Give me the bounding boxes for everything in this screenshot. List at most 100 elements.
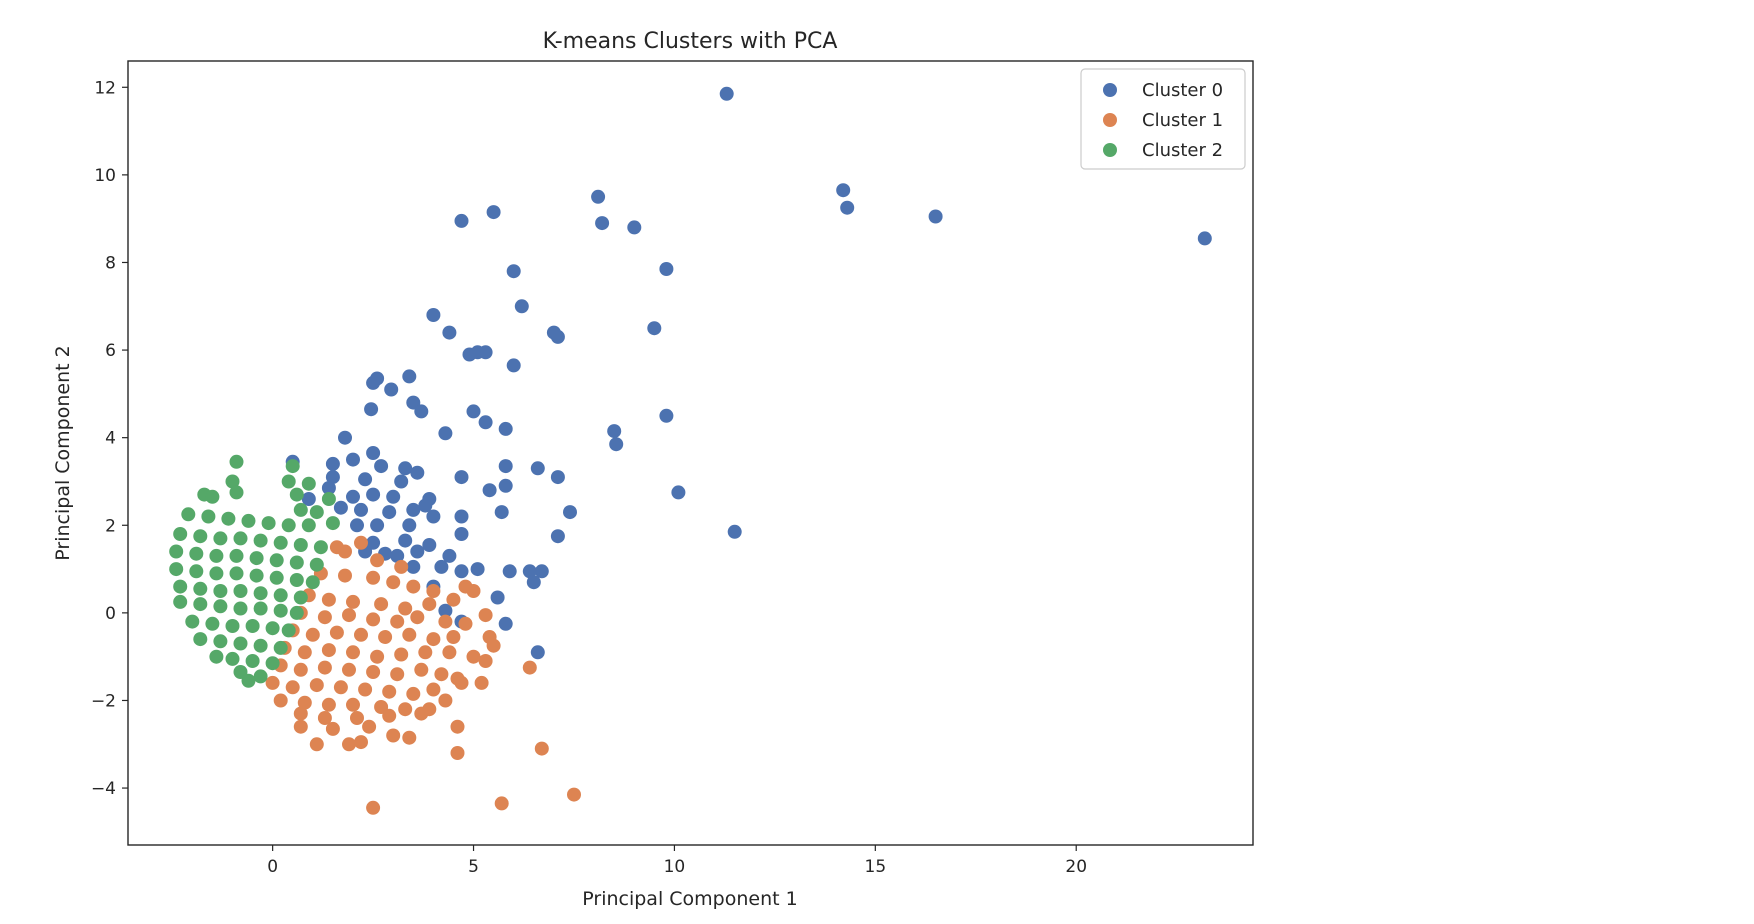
data-point bbox=[719, 86, 734, 101]
data-point bbox=[265, 621, 280, 636]
data-point bbox=[426, 682, 441, 697]
y-axis: −4 −2 0 2 4 6 8 10 12 bbox=[91, 78, 128, 799]
data-point bbox=[201, 509, 216, 524]
data-point bbox=[398, 533, 413, 548]
x-tick-label: 20 bbox=[1065, 857, 1087, 877]
data-point bbox=[374, 459, 389, 474]
data-point bbox=[261, 516, 276, 531]
x-axis-label: Principal Component 1 bbox=[582, 888, 797, 910]
data-point bbox=[241, 513, 256, 528]
data-point bbox=[414, 662, 429, 677]
y-tick-label: −4 bbox=[91, 779, 116, 799]
data-point bbox=[506, 358, 521, 373]
data-point bbox=[362, 719, 377, 734]
data-point bbox=[293, 590, 308, 605]
data-point bbox=[358, 682, 373, 697]
data-point bbox=[502, 564, 517, 579]
data-point bbox=[522, 660, 537, 675]
data-point bbox=[354, 735, 368, 750]
x-tick-label: 5 bbox=[468, 857, 479, 877]
data-point bbox=[342, 737, 356, 752]
data-point bbox=[659, 262, 674, 276]
x-tick-label: 0 bbox=[267, 857, 278, 877]
data-point bbox=[289, 487, 304, 502]
data-point bbox=[249, 551, 264, 566]
data-point bbox=[229, 454, 244, 469]
data-point bbox=[474, 675, 489, 690]
data-point bbox=[253, 586, 268, 601]
data-point bbox=[185, 614, 200, 629]
data-point bbox=[249, 568, 264, 583]
data-point bbox=[370, 371, 385, 386]
data-point bbox=[233, 601, 248, 616]
data-point bbox=[289, 555, 304, 570]
data-point bbox=[378, 630, 393, 644]
data-point bbox=[530, 461, 545, 476]
data-point bbox=[370, 553, 385, 568]
y-tick-label: −2 bbox=[91, 691, 116, 711]
data-point bbox=[374, 700, 389, 714]
data-point bbox=[325, 516, 340, 531]
x-tick-label: 15 bbox=[865, 857, 887, 877]
data-point bbox=[470, 562, 485, 577]
data-point bbox=[321, 643, 336, 658]
data-point bbox=[354, 502, 368, 517]
data-point bbox=[414, 404, 429, 419]
data-point bbox=[426, 509, 441, 524]
data-point bbox=[346, 645, 360, 660]
data-point bbox=[446, 630, 461, 644]
data-point bbox=[466, 649, 481, 664]
data-point bbox=[494, 505, 509, 520]
data-point bbox=[550, 529, 565, 544]
data-point bbox=[346, 489, 360, 504]
legend-label-cluster-2: Cluster 2 bbox=[1142, 140, 1223, 161]
data-point bbox=[422, 538, 437, 552]
data-point bbox=[454, 527, 469, 541]
data-point bbox=[309, 505, 324, 520]
data-point bbox=[534, 564, 549, 579]
data-point bbox=[342, 608, 356, 623]
data-point bbox=[550, 470, 565, 485]
data-point bbox=[213, 599, 228, 614]
data-point bbox=[438, 426, 453, 441]
data-point bbox=[522, 564, 537, 579]
data-point bbox=[366, 800, 381, 815]
data-point bbox=[434, 667, 449, 682]
data-point bbox=[173, 594, 188, 609]
data-point bbox=[498, 616, 513, 631]
data-point bbox=[530, 645, 545, 660]
data-point bbox=[245, 654, 260, 668]
data-point bbox=[406, 559, 421, 574]
data-point bbox=[607, 424, 622, 439]
data-point bbox=[333, 680, 348, 695]
data-point bbox=[225, 474, 240, 489]
data-point bbox=[478, 345, 493, 360]
data-point bbox=[414, 706, 429, 721]
data-point bbox=[402, 518, 417, 533]
data-point bbox=[193, 529, 208, 544]
data-point bbox=[289, 573, 304, 587]
data-point bbox=[209, 566, 224, 581]
data-point bbox=[454, 675, 469, 690]
data-point bbox=[293, 662, 308, 677]
data-point bbox=[221, 511, 236, 526]
data-point bbox=[325, 721, 340, 736]
data-point bbox=[305, 627, 320, 642]
data-point bbox=[233, 531, 248, 546]
data-point bbox=[301, 476, 316, 491]
data-point bbox=[281, 623, 296, 638]
data-point bbox=[245, 619, 260, 633]
data-point bbox=[329, 625, 344, 640]
data-point bbox=[366, 612, 381, 627]
data-point bbox=[342, 662, 356, 677]
data-point bbox=[727, 524, 742, 539]
data-point bbox=[241, 673, 256, 688]
data-point bbox=[293, 706, 308, 721]
data-point bbox=[591, 189, 606, 204]
data-point bbox=[193, 597, 208, 612]
series-cluster-1 bbox=[265, 535, 581, 815]
data-point bbox=[370, 649, 385, 664]
data-point bbox=[390, 548, 405, 563]
data-point bbox=[563, 505, 577, 520]
